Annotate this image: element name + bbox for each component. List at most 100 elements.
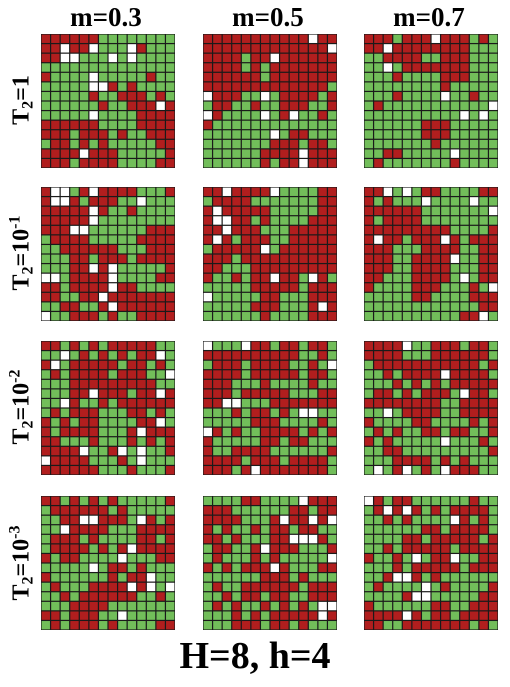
lattice-cell-red	[318, 312, 327, 321]
lattice-cell-green	[156, 437, 165, 446]
lattice-cell-red	[328, 563, 337, 572]
lattice-cell-green	[393, 254, 402, 263]
lattice-cell-green	[118, 159, 127, 168]
lattice-cell-red	[222, 63, 232, 72]
lattice-cell-red	[479, 611, 488, 620]
lattice-cell-red	[232, 360, 241, 370]
lattice-cell-green	[70, 82, 79, 91]
lattice-cell-vacancy	[203, 111, 212, 120]
lattice-cell-red	[166, 446, 175, 456]
lattice-cell-red	[70, 399, 79, 408]
lattice-cell-green	[118, 82, 127, 91]
lattice-cell-green	[422, 159, 431, 168]
lattice-cell-red	[489, 292, 498, 302]
lattice-cell-green	[156, 563, 165, 572]
lattice-cell-green	[118, 53, 127, 63]
lattice-cell-green	[241, 283, 251, 292]
lattice-cell-red	[261, 408, 270, 417]
lattice-cell-green	[108, 44, 117, 53]
lattice-cell-red	[450, 534, 460, 544]
lattice-cell-red	[299, 456, 308, 465]
lattice-cell-green	[489, 216, 498, 225]
lattice-cell-red	[422, 130, 431, 139]
lattice-cell-vacancy	[374, 466, 383, 475]
lattice-cell-green	[146, 92, 156, 101]
lattice-cell-green	[479, 534, 488, 544]
lattice-cell-green	[99, 408, 108, 417]
lattice-cell-green	[108, 216, 117, 225]
lattice-cell-green	[137, 621, 146, 630]
lattice-cell-green	[479, 283, 488, 292]
lattice-cell-green	[156, 187, 165, 196]
lattice-cell-green	[251, 601, 260, 611]
lattice-panel-row4-col2	[203, 496, 337, 630]
lattice-cell-red	[402, 515, 412, 525]
lattice-cell-green	[127, 601, 137, 611]
lattice-cell-red	[51, 225, 60, 235]
lattice-cell-green	[156, 573, 165, 582]
lattice-cell-red	[469, 418, 479, 427]
lattice-cell-red	[156, 273, 165, 283]
lattice-cell-green	[108, 466, 117, 475]
lattice-cell-green	[460, 101, 469, 110]
lattice-cell-red	[127, 302, 137, 311]
lattice-cell-red	[261, 446, 270, 456]
lattice-cell-red	[79, 389, 89, 398]
lattice-cell-red	[222, 44, 232, 53]
lattice-cell-green	[222, 273, 232, 283]
lattice-cell-green	[318, 427, 327, 437]
lattice-cell-red	[99, 544, 108, 553]
lattice-cell-green	[232, 264, 241, 273]
lattice-cell-green	[146, 506, 156, 515]
lattice-cell-red	[251, 63, 260, 72]
lattice-cell-green	[280, 120, 289, 130]
lattice-panel-row3-col2	[203, 341, 337, 475]
lattice-cell-green	[213, 592, 222, 601]
lattice-cell-vacancy	[70, 225, 79, 235]
lattice-cell-green	[441, 159, 450, 168]
lattice-cell-red	[89, 273, 98, 283]
lattice-cell-green	[328, 534, 337, 544]
lattice-cell-green	[70, 563, 79, 572]
lattice-cell-red	[108, 312, 117, 321]
lattice-cell-green	[280, 437, 289, 446]
lattice-cell-green	[374, 72, 383, 82]
lattice-cell-green	[70, 101, 79, 110]
lattice-cell-red	[412, 225, 421, 235]
lattice-cell-green	[402, 312, 412, 321]
lattice-cell-green	[241, 573, 251, 582]
lattice-cell-red	[127, 206, 137, 216]
lattice-cell-red	[270, 44, 279, 53]
lattice-cell-green	[60, 360, 70, 370]
lattice-cell-green	[60, 82, 70, 91]
lattice-cell-green	[213, 139, 222, 149]
lattice-cell-green	[374, 130, 383, 139]
lattice-cell-green	[441, 496, 450, 505]
lattice-cell-red	[280, 63, 289, 72]
lattice-cell-red	[70, 544, 79, 553]
lattice-cell-green	[108, 525, 117, 534]
lattice-cell-green	[374, 534, 383, 544]
lattice-cell-green	[118, 408, 127, 417]
lattice-cell-vacancy	[364, 496, 373, 505]
lattice-cell-green	[364, 582, 373, 592]
lattice-cell-red	[270, 466, 279, 475]
lattice-cell-red	[41, 197, 50, 206]
lattice-cell-green	[127, 456, 137, 465]
lattice-cell-green	[127, 534, 137, 544]
lattice-cell-red	[241, 563, 251, 572]
lattice-cell-red	[308, 264, 318, 273]
lattice-cell-red	[318, 341, 327, 350]
lattice-cell-red	[374, 399, 383, 408]
lattice-cell-green	[393, 34, 402, 43]
lattice-cell-green	[412, 149, 421, 158]
lattice-cell-green	[328, 120, 337, 130]
lattice-cell-red	[374, 341, 383, 350]
lattice-cell-red	[222, 101, 232, 110]
lattice-cell-vacancy	[489, 206, 498, 216]
lattice-cell-red	[222, 53, 232, 63]
lattice-cell-green	[51, 254, 60, 263]
lattice-cell-red	[222, 592, 232, 601]
lattice-cell-red	[412, 563, 421, 572]
lattice-cell-green	[393, 264, 402, 273]
